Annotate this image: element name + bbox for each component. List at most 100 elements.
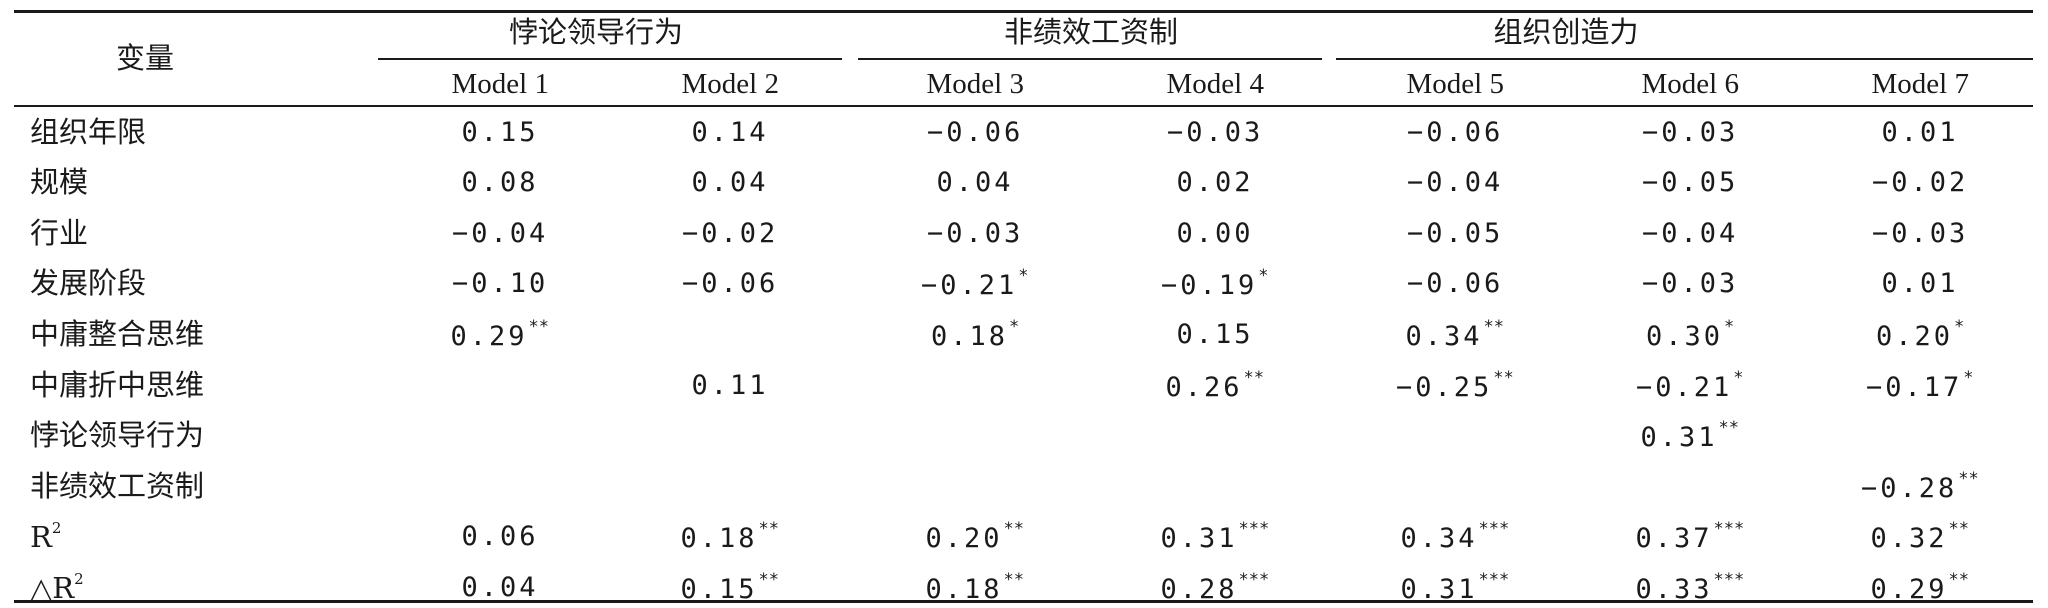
table-cell: −0.02 <box>682 220 778 247</box>
significance-marker: ** <box>1243 367 1265 388</box>
significance-marker: *** <box>1238 519 1270 540</box>
cell-value: 0.15 <box>1176 318 1254 350</box>
table-cell: 0.29** <box>450 316 550 352</box>
row-label: △R2 <box>30 570 84 605</box>
cell-value: 0.34 <box>1400 523 1478 555</box>
significance-marker: ** <box>758 569 780 590</box>
significance-marker: ** <box>528 316 550 337</box>
table-cell: −0.03 <box>1167 119 1263 146</box>
table-cell: 0.04 <box>692 169 769 196</box>
table-cell: 0.34*** <box>1400 519 1510 555</box>
table-cell: −0.21* <box>1636 369 1744 403</box>
table-cell: −0.03 <box>1872 220 1968 247</box>
row-label: 组织年限 <box>30 114 147 149</box>
significance-marker: *** <box>1238 569 1270 590</box>
cell-value: 0.20 <box>1876 320 1954 352</box>
table-cell: 0.01 <box>1882 119 1959 146</box>
cell-value: −0.02 <box>1872 167 1969 199</box>
cell-value: 0.31 <box>1160 523 1238 555</box>
cell-value: −0.03 <box>1642 268 1739 300</box>
row-label-text: 非绩效工资制 <box>30 468 205 503</box>
cell-value: 0.04 <box>461 571 539 603</box>
cell-value: −0.25 <box>1396 371 1493 403</box>
row-label-text: 行业 <box>30 215 89 250</box>
cell-value: −0.03 <box>1872 217 1969 249</box>
model-header: Model 3 <box>926 67 1024 100</box>
cell-value: 0.33 <box>1635 573 1713 605</box>
significance-marker: ** <box>1483 316 1505 337</box>
table-bottom-rule <box>14 600 2033 603</box>
row-label-text: 规模 <box>30 165 89 200</box>
cell-value: −0.06 <box>682 268 779 300</box>
cell-value: −0.05 <box>1407 217 1504 249</box>
row-label-text: R <box>30 520 52 555</box>
cell-value: 0.29 <box>1870 573 1948 605</box>
cell-value: 0.31 <box>1640 422 1718 454</box>
cell-value: −0.21 <box>921 270 1018 302</box>
table-cell: 0.32** <box>1870 519 1970 555</box>
significance-marker: ** <box>1003 569 1025 590</box>
table-cell: −0.04 <box>452 220 548 247</box>
significance-marker: *** <box>1478 569 1510 590</box>
cell-value: −0.03 <box>1167 116 1264 148</box>
table-cell: 0.20** <box>926 521 1025 553</box>
significance-marker: ** <box>1948 569 1970 590</box>
group-header: 悖论领导行为 <box>509 14 684 49</box>
cell-value: 0.06 <box>461 521 539 553</box>
table-cell: 0.04 <box>462 574 539 601</box>
significance-marker: ** <box>1958 468 1979 489</box>
cell-value: −0.04 <box>1642 217 1739 249</box>
cell-value: −0.03 <box>927 217 1024 249</box>
cell-value: −0.19 <box>1161 270 1258 302</box>
significance-marker: ** <box>1948 519 1970 540</box>
table-cell: 0.15 <box>462 119 539 146</box>
table-cell: −0.05 <box>1642 169 1738 196</box>
table-cell: 0.31*** <box>1400 569 1510 605</box>
table-cell: −0.06 <box>682 270 778 297</box>
cell-value: 0.31 <box>1400 573 1478 605</box>
cell-value: −0.03 <box>1642 116 1739 148</box>
table-cell: −0.06 <box>927 119 1023 146</box>
cell-value: 0.29 <box>450 320 528 352</box>
model-header: Model 5 <box>1406 67 1504 100</box>
row-label-text: 组织年限 <box>30 114 147 149</box>
cell-value: 0.04 <box>936 167 1014 199</box>
table-cell: −0.03 <box>1642 119 1738 146</box>
cell-value: −0.04 <box>1407 167 1504 199</box>
row-label: 中庸折中思维 <box>30 367 205 402</box>
cell-value: −0.21 <box>1636 371 1733 403</box>
cell-value: 0.11 <box>691 369 769 401</box>
significance-marker: * <box>1963 367 1974 388</box>
cell-value: 0.30 <box>1646 320 1724 352</box>
cell-value: −0.04 <box>452 217 549 249</box>
cell-value: −0.06 <box>927 116 1024 148</box>
table-cell: 0.00 <box>1177 220 1254 247</box>
row-label-text: 中庸折中思维 <box>30 367 205 402</box>
significance-marker: *** <box>1478 519 1510 540</box>
table-cell: 0.28*** <box>1161 569 1270 603</box>
table-cell: −0.10 <box>452 270 548 297</box>
table-cell: −0.03 <box>1642 270 1738 297</box>
row-label-text: 中庸整合思维 <box>30 316 205 351</box>
table-cell: −0.04 <box>1642 220 1738 247</box>
group-rule-2 <box>858 58 1322 60</box>
table-cell: 0.06 <box>462 523 539 550</box>
table-cell: −0.19* <box>1161 266 1269 302</box>
row-label-text: △R <box>30 570 75 605</box>
table-cell: −0.06 <box>1407 119 1503 146</box>
table-cell: 0.08 <box>462 169 539 196</box>
stub-header: 变量 <box>116 40 175 75</box>
significance-marker: * <box>1258 266 1269 287</box>
significance-marker: ** <box>1493 367 1514 388</box>
cell-value: 0.18 <box>925 573 1003 605</box>
table-cell: 0.18* <box>931 318 1019 350</box>
table-cell: −0.25** <box>1396 367 1514 403</box>
cell-value: −0.28 <box>1861 472 1958 504</box>
table-cell: 0.30* <box>1646 318 1734 352</box>
significance-marker: *** <box>1713 519 1745 540</box>
table-cell: −0.04 <box>1407 169 1503 196</box>
table-cell: −0.05 <box>1407 220 1503 247</box>
table-cell: 0.29** <box>1870 569 1970 605</box>
row-label: R2 <box>30 521 61 552</box>
cell-value: 0.32 <box>1870 523 1948 555</box>
